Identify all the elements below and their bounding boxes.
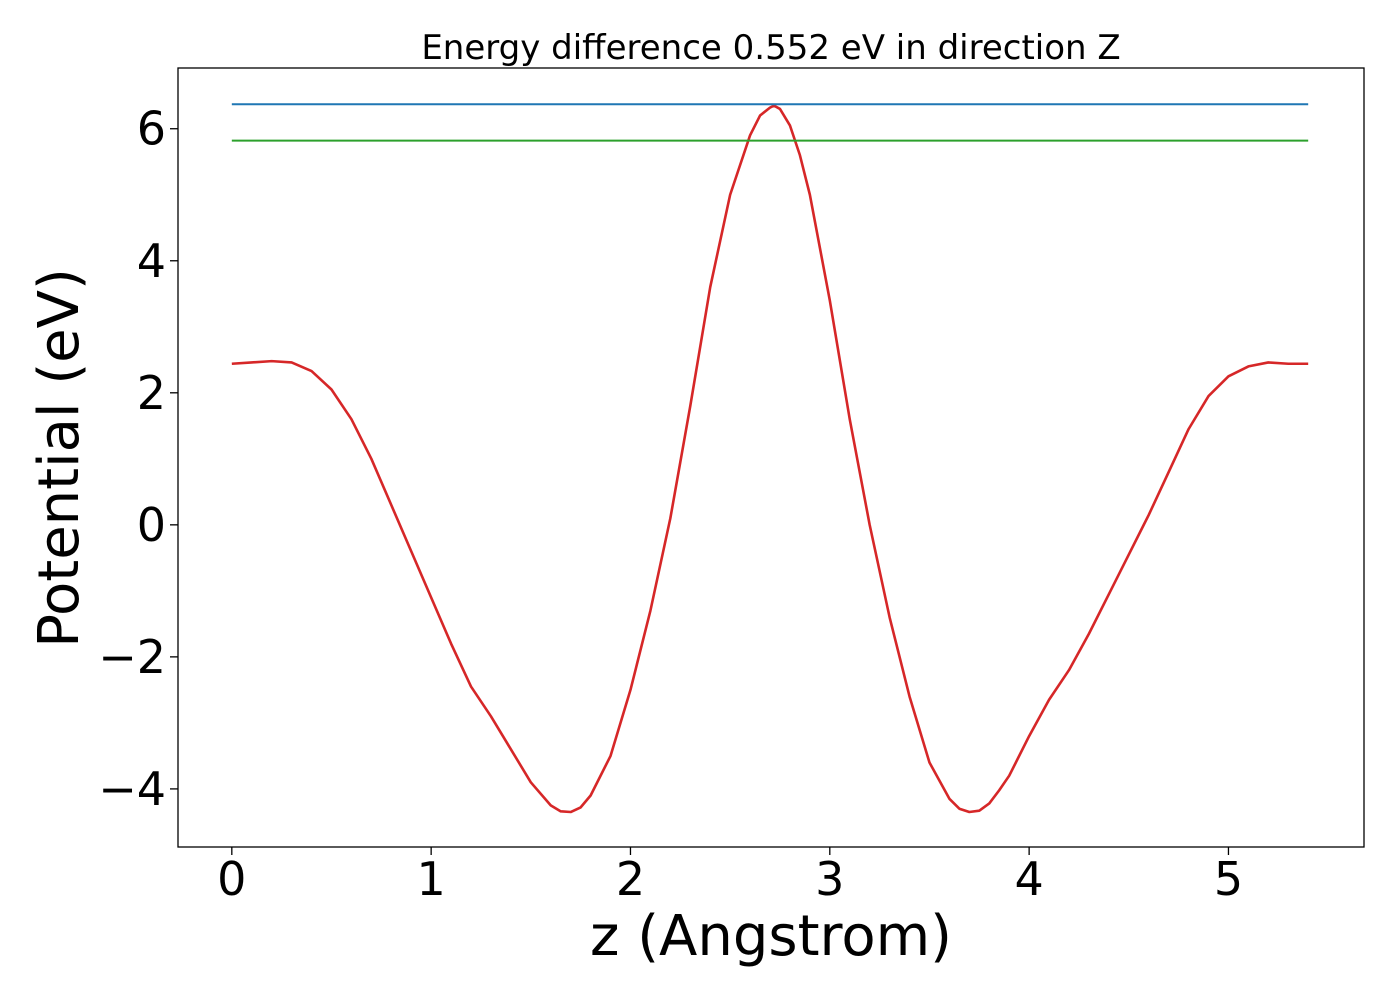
y-tick-label: −2 [98,630,166,684]
plot-frame [177,67,1365,848]
x-axis-label: z (Angstrom) [590,904,952,969]
y-axis-label: Potential (eV) [27,268,92,648]
y-tick-label: 2 [137,366,166,420]
x-axis-ticks: 0 1 2 3 4 5 [217,847,1243,906]
plot-lines [231,103,1309,814]
x-tick-label: 3 [815,852,844,906]
x-tick-label: 5 [1214,852,1243,906]
x-tick-label: 1 [417,852,446,906]
x-tick-label: 2 [616,852,645,906]
chart-title: Energy difference 0.552 eV in direction … [421,28,1120,68]
x-tick-label: 4 [1014,852,1043,906]
y-tick-label: 6 [137,102,166,156]
x-tick-label: 0 [217,852,246,906]
y-axis-ticks: −4 −2 0 2 4 6 [98,102,178,816]
y-tick-label: 0 [137,498,166,552]
y-tick-label: −4 [98,762,166,816]
y-tick-label: 4 [137,234,166,288]
series-line-0 [231,104,1309,814]
